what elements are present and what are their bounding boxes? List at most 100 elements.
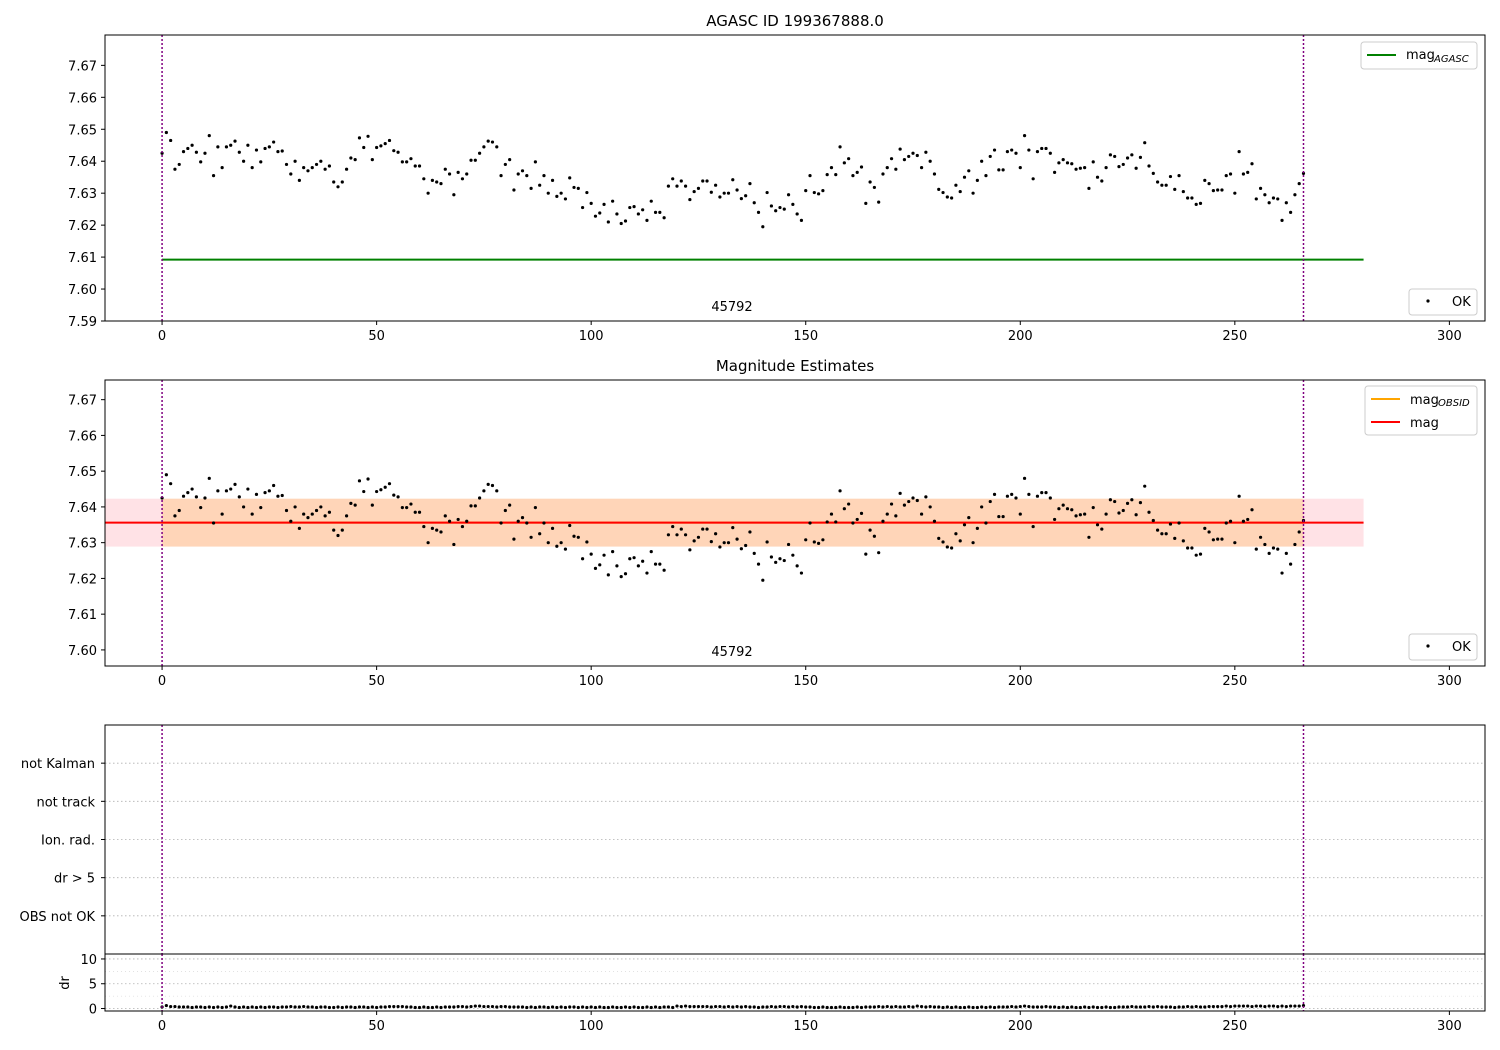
data-point (701, 179, 705, 183)
data-point (439, 530, 443, 534)
data-point (164, 130, 168, 135)
data-point (267, 489, 271, 493)
data-point (392, 1004, 396, 1009)
data-point (473, 1004, 477, 1008)
data-point (250, 166, 254, 170)
data-point (907, 154, 911, 159)
data-point (919, 166, 924, 170)
data-point (430, 1005, 435, 1010)
data-point (649, 199, 653, 203)
data-point (645, 1005, 649, 1009)
data-point (872, 534, 876, 538)
data-point (332, 1005, 336, 1010)
data-point (422, 177, 426, 181)
data-point (387, 482, 392, 486)
data-point (1095, 1005, 1100, 1010)
data-point (499, 1004, 503, 1009)
data-point (726, 1004, 731, 1009)
data-point (529, 535, 533, 539)
data-point (653, 210, 658, 214)
data-point (366, 1005, 370, 1010)
data-point (1005, 494, 1010, 498)
data-point (1289, 210, 1293, 214)
data-point (825, 173, 829, 177)
data-point (1134, 513, 1138, 517)
data-point (769, 555, 773, 559)
data-point (1014, 151, 1018, 155)
data-point (353, 1005, 357, 1010)
data-point (1280, 1004, 1284, 1008)
data-point (1130, 1004, 1134, 1009)
agasc-obsid-label: 45792 (711, 300, 752, 315)
data-point (1155, 528, 1160, 532)
data-point (164, 1003, 168, 1008)
data-point (580, 205, 585, 210)
y-tick-label: 7.62 (68, 572, 97, 587)
data-point (242, 159, 246, 163)
x-tick-label: 50 (368, 329, 385, 344)
data-point (1100, 1005, 1104, 1010)
data-point (563, 197, 568, 201)
data-point (473, 158, 477, 162)
data-point (332, 180, 336, 184)
data-point (1040, 491, 1044, 495)
data-point (499, 521, 503, 525)
data-point (868, 1005, 872, 1009)
data-point (563, 1005, 568, 1010)
data-point (169, 138, 173, 143)
data-point (992, 148, 997, 152)
data-point (1258, 186, 1263, 190)
data-point (259, 506, 263, 510)
data-point (962, 1005, 967, 1010)
data-point (417, 510, 422, 514)
data-point (160, 151, 164, 155)
data-point (430, 526, 435, 530)
data-point (808, 174, 812, 178)
flag-category-label: not Kalman (21, 757, 95, 772)
data-point (576, 186, 580, 190)
data-point (546, 191, 550, 195)
data-point (1233, 1004, 1237, 1008)
data-point (426, 1005, 430, 1010)
data-point (314, 162, 319, 167)
data-point (546, 1005, 550, 1010)
data-point (679, 527, 683, 531)
data-point (340, 180, 344, 184)
data-point (1284, 201, 1288, 205)
data-point (765, 190, 769, 195)
data-point (250, 1005, 254, 1009)
agasc-legend-point-swatch (1426, 299, 1430, 303)
data-point (237, 150, 241, 154)
data-point (718, 1004, 722, 1009)
data-point (572, 1005, 576, 1009)
data-point (868, 528, 872, 532)
data-point (580, 1005, 585, 1009)
data-point (636, 564, 640, 568)
y-tick-label: 7.59 (68, 315, 97, 330)
flag-category-label: not track (36, 795, 95, 810)
x-tick-label: 100 (579, 674, 604, 689)
data-point (1040, 1005, 1044, 1009)
data-point (975, 178, 979, 182)
data-point (272, 140, 276, 144)
data-point (199, 160, 203, 164)
data-point (443, 514, 447, 518)
data-point (375, 145, 379, 150)
data-point (855, 517, 859, 522)
data-point (1138, 501, 1143, 505)
data-point (383, 1005, 387, 1009)
data-point (486, 482, 490, 486)
data-point (1233, 191, 1237, 195)
data-point (173, 167, 177, 171)
data-point (276, 1005, 280, 1010)
data-point (482, 145, 486, 149)
data-point (280, 149, 284, 153)
y-tick-label: 7.66 (68, 91, 97, 106)
data-point (224, 489, 229, 493)
data-point (735, 537, 739, 541)
data-point (791, 553, 795, 557)
plot-content (105, 380, 1364, 666)
data-point (520, 1005, 525, 1009)
data-point (718, 545, 722, 549)
data-point (950, 546, 954, 550)
